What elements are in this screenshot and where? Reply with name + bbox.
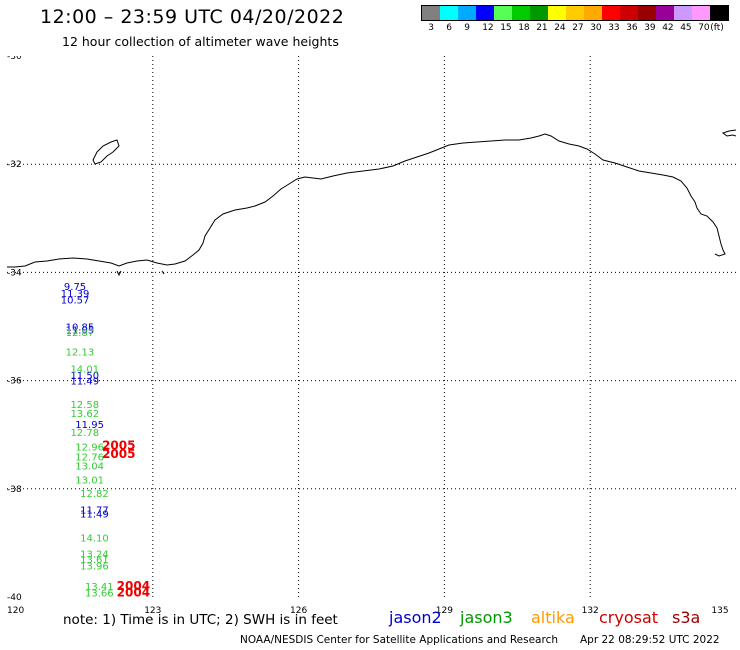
wave-height-label-jason3: 13.41 (85, 582, 114, 593)
map-title: 12:00 – 23:59 UTC 04/20/2022 (40, 6, 345, 28)
satellite-legend-cryosat: cryosat (599, 608, 659, 627)
color-swatch (548, 6, 566, 20)
wave-height-label-jason3: 12.96 (75, 443, 104, 454)
grid-lines (7, 56, 736, 597)
color-scale-label: 27 (572, 23, 584, 33)
map-subtitle: 12 hour collection of altimeter wave hei… (62, 34, 339, 49)
wave-height-label-jason3: 12.58 (70, 400, 99, 411)
x-tick-label: 132 (582, 606, 599, 616)
color-swatch (440, 6, 458, 20)
color-swatch (638, 6, 656, 20)
wave-height-label-jason3: 12.87 (66, 328, 95, 339)
color-swatch (422, 6, 440, 20)
y-tick-label: -34 (7, 268, 22, 278)
satellite-legend-jason2: jason2 (389, 608, 442, 627)
wave-height-label-jason2: 11.77 (80, 505, 109, 516)
wave-height-label-jason3: 14.10 (80, 533, 109, 544)
wave-height-label-jason3: 12.82 (80, 489, 109, 500)
coastline (7, 133, 726, 268)
color-scale-label: 6 (446, 23, 452, 33)
wave-height-label-jason2: 11.49 (70, 377, 99, 388)
color-scale-label: 18 (518, 23, 530, 33)
wave-height-label-jason3: 13.24 (80, 550, 109, 561)
color-swatch (494, 6, 512, 20)
wave-height-label-cryosat: 2004 (117, 579, 150, 593)
y-tick-label: -30 (7, 56, 22, 62)
color-scale-label: 24 (554, 23, 566, 33)
color-scale-label: 30 (590, 23, 602, 33)
wave-height-label-jason3: 13.04 (75, 462, 104, 473)
wave-height-label-jason2: 11.50 (70, 371, 99, 382)
islet (116, 270, 165, 277)
color-scale-label: 21 (536, 23, 548, 33)
wave-height-label-jason3: 14.01 (70, 365, 99, 376)
color-swatch (620, 6, 638, 20)
color-swatch (692, 6, 710, 20)
wave-height-label-jason2: 9.75 (64, 282, 86, 293)
wave-height-label-jason3: 12.76 (75, 452, 104, 463)
color-scale-label: 33 (608, 23, 620, 33)
wave-height-label-jason2: 11.49 (80, 510, 109, 521)
wave-height-color-scale: 3 6 9 12 15 18 21 24 27 30 33 36 39 42 45 70 (ft) (421, 5, 729, 35)
wave-height-label-cryosat: 2005 (102, 439, 135, 453)
wave-height-label-jason3: 13.01 (75, 476, 104, 487)
wave-height-label-jason2: 11.95 (75, 420, 104, 431)
axis-ticks: 120 123 126 129 132 135 -30 -32 -34 -36 -38 -40 (7, 56, 729, 616)
map-plot-area: 120 123 126 129 132 135 -30 -32 -34 -36 -38 -40 9.7… (7, 56, 736, 616)
color-scale-label: 9 (464, 23, 470, 33)
observations: 9.7511.3910.5710.8511.0511.5011.4911.951… (61, 282, 150, 600)
wave-height-label-jason3: 13.61 (80, 555, 109, 566)
color-swatch (476, 6, 494, 20)
color-swatch (566, 6, 584, 20)
wave-height-label-jason3: 13.62 (70, 409, 99, 420)
units-note: note: 1) Time is in UTC; 2) SWH is in fe… (63, 612, 338, 628)
x-tick-label: 129 (436, 606, 453, 616)
wave-height-label-jason3: 13.66 (85, 589, 114, 600)
map-svg: 120 123 126 129 132 135 -30 -32 -34 -36 -38 -40 9.7… (7, 56, 736, 616)
color-swatch (602, 6, 620, 20)
color-scale-label: 70 (698, 23, 710, 33)
wave-height-label-jason2: 10.57 (61, 295, 90, 306)
x-tick-label: 135 (711, 606, 728, 616)
color-scale-label: 12 (482, 23, 494, 33)
color-swatch (530, 6, 548, 20)
color-scale-label: 39 (644, 23, 656, 33)
color-swatches (421, 5, 729, 21)
wave-height-label-cryosat: 2004 (117, 586, 150, 600)
satellite-legend-s3a: s3a (672, 608, 701, 627)
y-tick-label: -40 (7, 593, 22, 603)
y-tick-label: -32 (7, 160, 22, 170)
y-tick-label: -36 (7, 377, 22, 387)
wave-height-label-jason2: 11.39 (61, 289, 90, 300)
generated-timestamp: Apr 22 08:29:52 UTC 2022 (580, 634, 720, 646)
color-scale-label: 45 (680, 23, 692, 33)
color-scale-label: 36 (626, 23, 638, 33)
color-scale-label: 3 (428, 23, 434, 33)
wave-height-label-jason2: 10.85 (66, 323, 95, 334)
wave-height-label-jason3: 13.96 (80, 562, 109, 573)
satellite-legend-jason3: jason3 (460, 608, 513, 627)
y-tick-label: -38 (7, 485, 22, 495)
color-swatch (710, 6, 728, 20)
coastline-east (721, 129, 736, 137)
wave-height-label-jason3: 12.78 (70, 428, 99, 439)
color-scale-labels: 3 6 9 12 15 18 21 24 27 30 33 36 39 42 45 70 (ft) (421, 21, 729, 35)
wave-height-label-cryosat: 2005 (102, 447, 135, 461)
x-tick-label: 120 (7, 606, 24, 616)
color-swatch (584, 6, 602, 20)
island (92, 139, 120, 165)
color-scale-label: 15 (500, 23, 512, 33)
color-swatch (656, 6, 674, 20)
color-swatch (458, 6, 476, 20)
wave-height-label-jason2: 11.05 (66, 326, 95, 337)
color-scale-label: 42 (662, 23, 674, 33)
color-scale-label: (ft) (710, 23, 724, 33)
credit-text: NOAA/NESDIS Center for Satellite Applica… (240, 634, 558, 646)
color-swatch (512, 6, 530, 20)
x-tick-label: 126 (290, 606, 307, 616)
satellite-legend-altika: altika (531, 608, 575, 627)
color-swatch (674, 6, 692, 20)
x-tick-label: 123 (144, 606, 161, 616)
wave-height-label-jason3: 12.13 (66, 347, 95, 358)
